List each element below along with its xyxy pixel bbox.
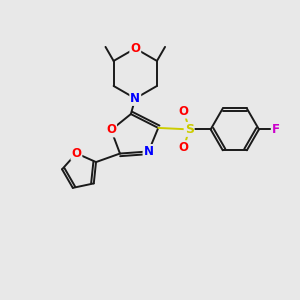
Text: S: S xyxy=(185,123,194,136)
Text: O: O xyxy=(106,124,116,136)
Text: O: O xyxy=(179,141,189,154)
Text: F: F xyxy=(272,123,280,136)
Text: O: O xyxy=(71,147,81,160)
Text: O: O xyxy=(130,42,140,55)
Text: N: N xyxy=(130,92,140,105)
Text: O: O xyxy=(179,105,189,118)
Text: N: N xyxy=(143,145,154,158)
